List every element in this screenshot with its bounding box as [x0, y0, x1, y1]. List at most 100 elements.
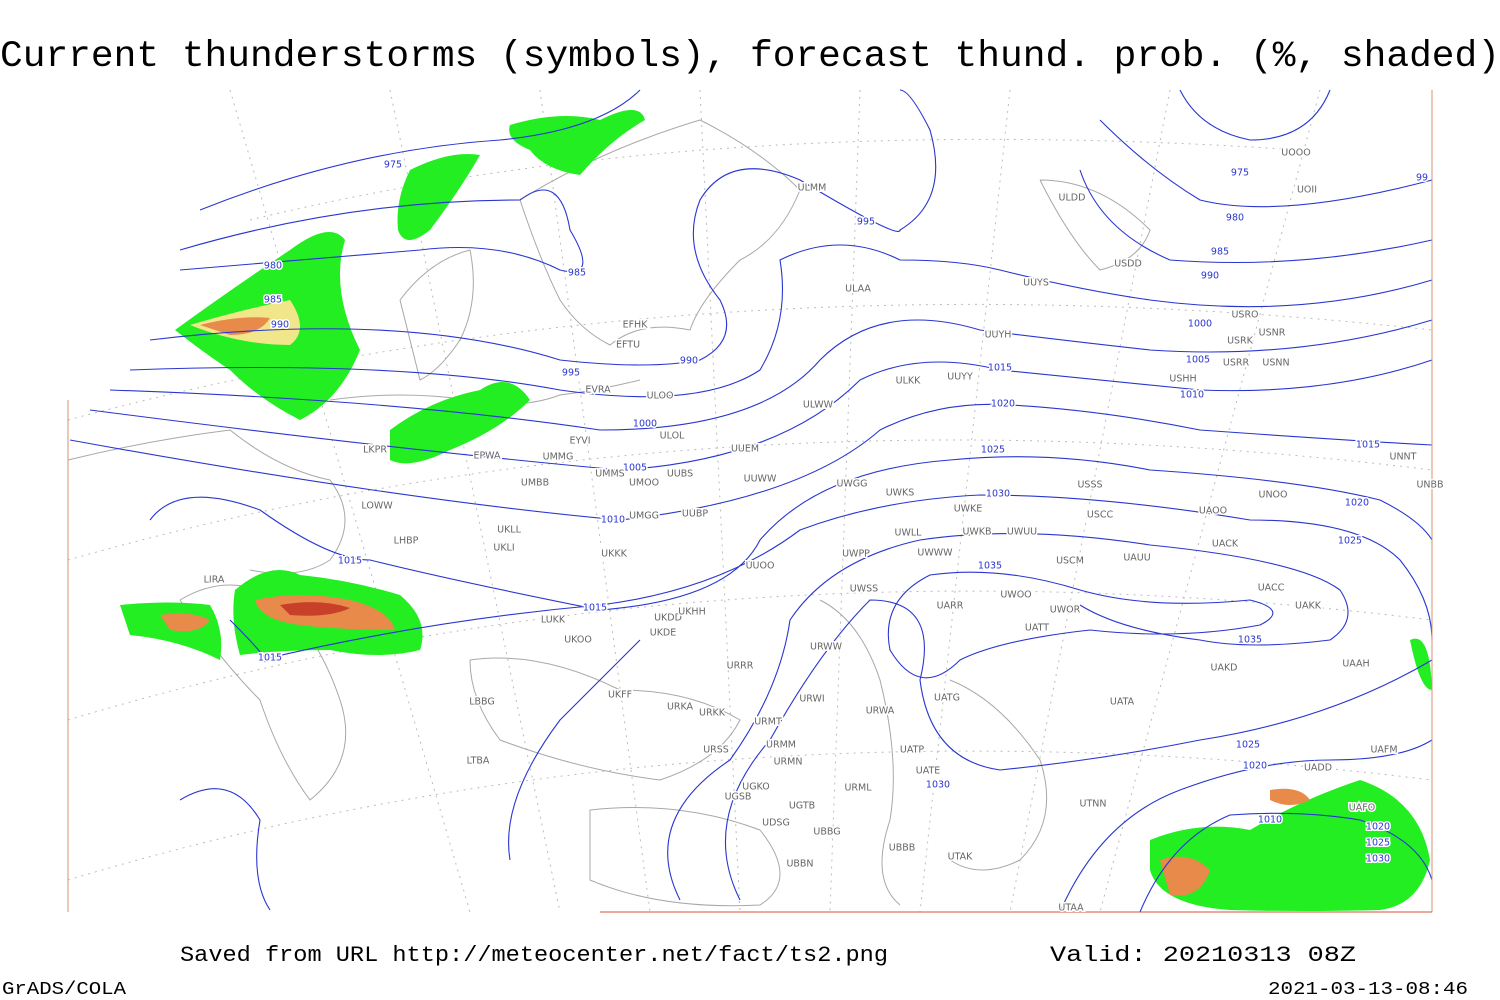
station-code: LBBG: [469, 697, 495, 708]
station-code: ULOL: [660, 431, 685, 442]
station-code: UWWW: [917, 548, 953, 559]
station-code: UAFO: [1349, 803, 1375, 814]
station-code: USRK: [1227, 336, 1254, 347]
isobar-label: 1030: [1366, 854, 1390, 865]
station-code: UGTB: [789, 801, 815, 812]
station-code: URWI: [799, 694, 824, 705]
station-code: UAFM: [1370, 745, 1397, 756]
isobar-label: 1010: [1258, 815, 1282, 826]
station-code: UBBB: [889, 843, 916, 854]
station-code: UATT: [1025, 623, 1049, 634]
station-code: UKLI: [493, 543, 514, 554]
isobar-label: 1000: [1188, 319, 1212, 330]
isobar-label: 1035: [978, 561, 1002, 572]
station-code: LIRA: [204, 575, 225, 586]
isobar-label: 1020: [991, 399, 1015, 410]
station-code: EYVI: [569, 436, 590, 447]
software: GrADS/COLA: [2, 980, 126, 1000]
station-code: UWOR: [1050, 605, 1081, 616]
station-code: EVRA: [585, 385, 611, 396]
station-code: UNOO: [1258, 490, 1287, 501]
station-code: EFHK: [623, 320, 649, 331]
station-code: UWKB: [962, 527, 991, 538]
station-code: URMT: [754, 717, 782, 728]
station-code: UMGG: [629, 511, 659, 522]
station-code: UWUU: [1007, 527, 1037, 538]
isobar-label: 990: [680, 356, 698, 367]
isobar-label: 1030: [926, 780, 950, 791]
isobar-label: 1025: [981, 445, 1005, 456]
station-code: UTAK: [948, 852, 974, 863]
station-code: USHH: [1169, 374, 1196, 385]
isobar-label: 985: [568, 268, 586, 279]
station-code: UWPP: [842, 549, 870, 560]
isobars: [69, 89, 1433, 913]
station-code: URRR: [727, 661, 754, 672]
isobar-label: 1025: [1236, 740, 1260, 751]
station-code: UUWW: [744, 474, 777, 485]
station-code: ULOO: [647, 391, 674, 402]
isobar-label: 980: [264, 261, 282, 272]
station-code: UADD: [1304, 763, 1332, 774]
station-code: USCM: [1056, 556, 1084, 567]
station-code: USDD: [1114, 259, 1142, 270]
isobar-label: 1015: [583, 603, 607, 614]
station-code: UKLL: [497, 525, 521, 536]
isobar-label: 1015: [338, 556, 362, 567]
station-code: USRR: [1223, 358, 1250, 369]
station-code: URWA: [866, 706, 895, 717]
map: 975 985 995 990 995 1000 1005 1010 1015 1015 1015 9…: [67, 89, 1445, 915]
station-code: ULDD: [1059, 193, 1086, 204]
station-code: ULMM: [798, 183, 827, 194]
station-code: UATE: [916, 766, 941, 777]
station-code: LTBA: [467, 756, 490, 767]
isobar-label: 1030: [986, 489, 1010, 500]
station-code: URML: [844, 783, 872, 794]
station-code: UKDD: [654, 613, 682, 624]
station-code: ULKK: [896, 376, 921, 387]
station-code: USNR: [1259, 328, 1286, 339]
station-code: USRO: [1231, 310, 1258, 321]
station-code: UACC: [1258, 583, 1285, 594]
station-code: UBBG: [813, 827, 840, 838]
station-code: USSS: [1077, 480, 1102, 491]
isobar-label: 985: [1211, 247, 1229, 258]
isobar-label: 985: [264, 295, 282, 306]
isobar-label: 1015: [1356, 440, 1380, 451]
station-code: UWKE: [954, 504, 983, 515]
station-code: URMM: [766, 740, 796, 751]
station-code: URKA: [667, 702, 694, 713]
isobar-label: 1005: [1186, 355, 1210, 366]
station-code: URSS: [703, 745, 729, 756]
station-code: UGSB: [725, 792, 752, 803]
station-code: UUOO: [746, 561, 775, 572]
isobar-label: 1000: [633, 419, 657, 430]
station-code: UAKK: [1295, 601, 1322, 612]
station-code: UWOO: [1000, 590, 1031, 601]
valid-time: Valid: 20210313 08Z: [1050, 943, 1356, 968]
coastlines: [67, 119, 1151, 907]
station-code: LKPR: [363, 445, 387, 456]
isobar-label: 1035: [1238, 635, 1262, 646]
station-code: UMBB: [521, 478, 549, 489]
station-code: UKKK: [601, 549, 627, 560]
station-code: ULAA: [845, 284, 871, 295]
isobar-label: 1010: [1180, 390, 1204, 401]
station-code: UUYS: [1023, 278, 1049, 289]
source-url: Saved from URL http://meteocenter.net/fa…: [180, 943, 888, 968]
station-code: URMN: [774, 757, 803, 768]
isobar-label: 1025: [1338, 536, 1362, 547]
isobar-label: 1005: [623, 463, 647, 474]
station-code: UATG: [934, 693, 960, 704]
station-code: UTAA: [1058, 903, 1084, 914]
station-code: ULWW: [803, 400, 834, 411]
isobar-label: 995: [857, 217, 875, 228]
station-code: UOOO: [1281, 148, 1310, 159]
station-code: UMMS: [595, 469, 624, 480]
station-code: UKOO: [564, 635, 592, 646]
station-code: UOII: [1297, 185, 1317, 196]
station-code: UMOO: [629, 478, 659, 489]
station-code: UUBP: [682, 509, 708, 520]
station-code: USNN: [1262, 358, 1289, 369]
